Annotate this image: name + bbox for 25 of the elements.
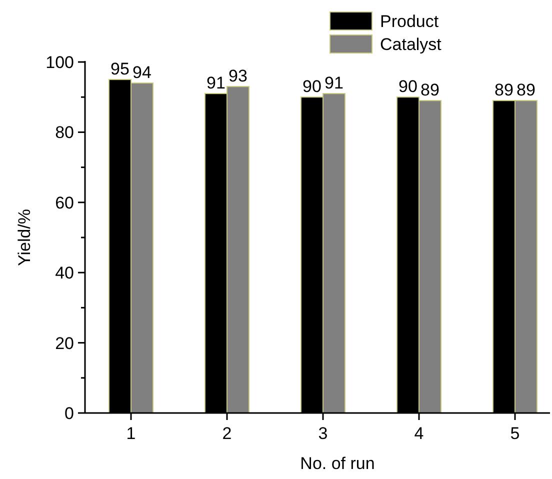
y-tick-label: 0 (64, 404, 74, 423)
y-tick-label: 100 (46, 52, 74, 72)
x-axis-title: No. of run (300, 454, 375, 473)
data-label: 89 (420, 80, 440, 100)
legend-label: Product (380, 12, 439, 31)
x-tick-label: 4 (414, 424, 424, 443)
data-label: 95 (110, 60, 130, 79)
data-label: 91 (324, 74, 344, 93)
data-label: 91 (206, 74, 226, 93)
legend-label: Catalyst (380, 34, 442, 54)
data-label: 90 (398, 77, 418, 96)
data-label: 89 (494, 80, 514, 100)
y-axis-title: Yield/% (15, 208, 34, 266)
data-label: 90 (302, 77, 322, 96)
y-tick-label: 80 (55, 123, 74, 142)
data-label: 94 (132, 63, 152, 82)
y-tick-label: 20 (55, 334, 74, 353)
x-tick-label: 1 (126, 424, 136, 443)
x-tick-label: 2 (222, 424, 232, 443)
data-label: 93 (228, 66, 248, 86)
y-tick-label: 40 (55, 264, 74, 283)
x-tick-label: 3 (318, 424, 328, 443)
x-tick-label: 5 (510, 424, 520, 443)
data-label: 89 (516, 80, 536, 100)
y-tick-label: 60 (55, 193, 74, 212)
